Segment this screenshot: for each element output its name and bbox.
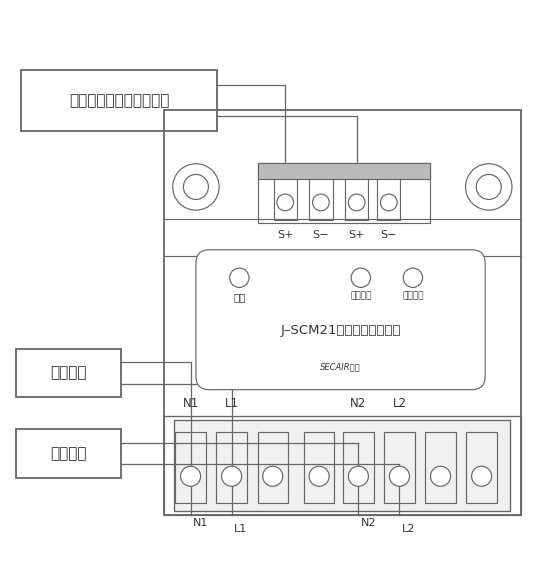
Text: L1: L1 <box>234 524 248 534</box>
Text: 工作: 工作 <box>233 292 245 302</box>
Bar <box>377 178 401 220</box>
Text: 消防备电: 消防备电 <box>50 446 86 461</box>
Circle shape <box>230 268 249 287</box>
Circle shape <box>349 466 368 486</box>
Bar <box>309 178 332 220</box>
Text: N1: N1 <box>193 518 209 528</box>
Bar <box>425 432 456 504</box>
Bar <box>164 416 521 515</box>
Bar <box>273 178 297 220</box>
Text: S−: S− <box>381 230 397 240</box>
Circle shape <box>277 194 294 211</box>
Text: L1: L1 <box>224 397 238 410</box>
Text: J–SCM21型单相电压传感器: J–SCM21型单相电压传感器 <box>280 325 401 338</box>
Bar <box>16 429 121 478</box>
FancyBboxPatch shape <box>196 250 485 390</box>
Text: 消防设备电源状态监控器: 消防设备电源状态监控器 <box>69 93 170 108</box>
Text: S+: S+ <box>349 230 365 240</box>
Bar <box>164 110 521 515</box>
Circle shape <box>351 268 371 287</box>
Text: N2: N2 <box>350 397 367 410</box>
Text: N2: N2 <box>361 518 376 528</box>
Circle shape <box>263 466 282 486</box>
Bar <box>175 420 510 511</box>
Bar <box>258 163 430 223</box>
Bar <box>258 432 288 504</box>
Text: 备电故障: 备电故障 <box>402 292 424 301</box>
Circle shape <box>403 268 423 287</box>
Bar <box>176 432 206 504</box>
Circle shape <box>180 466 201 486</box>
Circle shape <box>309 466 329 486</box>
Bar <box>16 349 121 397</box>
Text: N1: N1 <box>183 397 199 410</box>
Bar <box>345 178 368 220</box>
Circle shape <box>380 194 397 211</box>
Circle shape <box>349 194 365 211</box>
Bar <box>216 432 247 504</box>
Bar <box>343 432 374 504</box>
Text: L2: L2 <box>402 524 416 534</box>
Bar <box>384 432 415 504</box>
Text: SECAIR西科: SECAIR西科 <box>320 363 361 372</box>
Text: L2: L2 <box>393 397 407 410</box>
Circle shape <box>431 466 451 486</box>
Text: 消防主电: 消防主电 <box>50 366 86 381</box>
Text: 主电故障: 主电故障 <box>350 292 372 301</box>
Circle shape <box>222 466 242 486</box>
Circle shape <box>313 194 329 211</box>
Bar <box>304 432 335 504</box>
Bar <box>175 420 510 511</box>
Circle shape <box>389 466 410 486</box>
Bar <box>467 432 497 504</box>
Text: S−: S− <box>313 230 329 240</box>
Bar <box>258 163 430 179</box>
Bar <box>21 70 217 132</box>
Circle shape <box>471 466 492 486</box>
Text: S+: S+ <box>277 230 293 240</box>
